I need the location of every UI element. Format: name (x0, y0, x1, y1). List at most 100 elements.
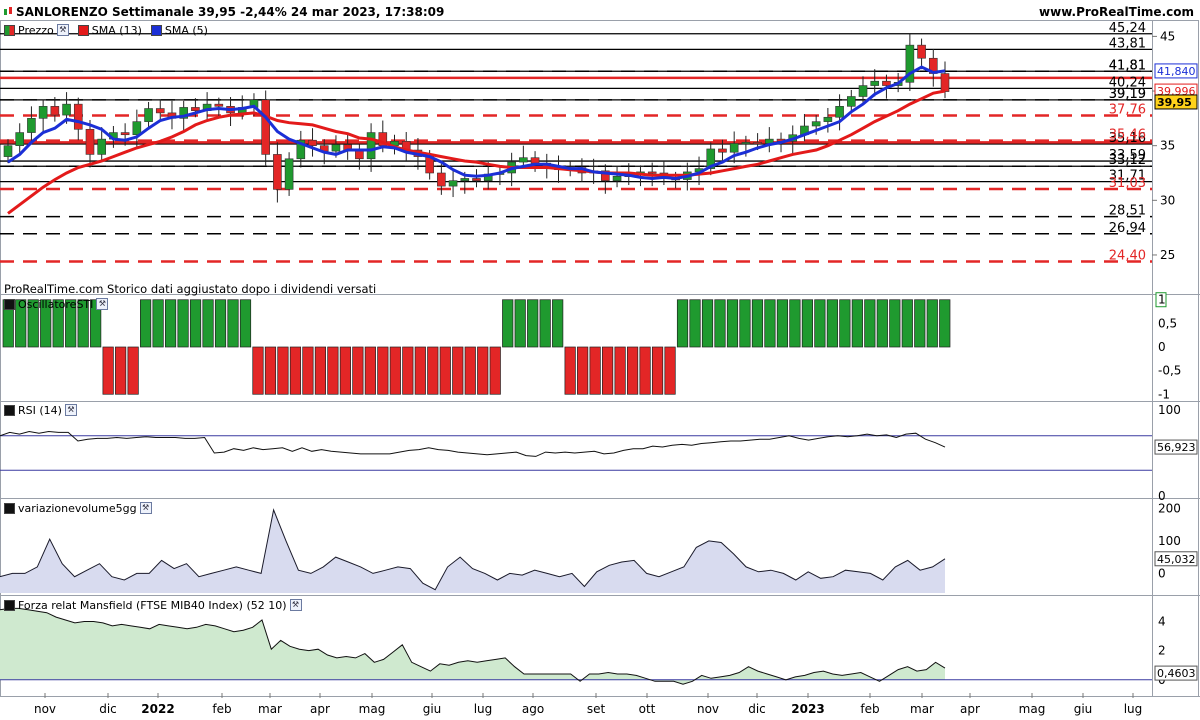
candle-body (155, 108, 165, 114)
candle-body (3, 145, 13, 157)
chart-type-icon[interactable] (3, 6, 13, 16)
sti-bar (814, 299, 826, 348)
sti-bar (427, 346, 439, 395)
x-axis-tick: apr (310, 702, 330, 716)
candle (308, 128, 317, 157)
price-legend[interactable]: Prezzo ⚒ SMA (13) SMA (5) (4, 23, 208, 37)
candle-body (940, 73, 950, 92)
sti-bar (377, 346, 389, 395)
sti-bar (65, 299, 77, 348)
level-label: 41,81 (1109, 58, 1146, 73)
current-price-label-box (1154, 94, 1198, 110)
sti-bar (602, 346, 614, 395)
sti-bar (826, 299, 838, 348)
x-axis-tick: giu (423, 702, 442, 716)
level-label: 37,76 (1109, 103, 1146, 118)
sti-bar (876, 299, 888, 348)
candle (261, 90, 270, 166)
x-axis-tick: feb (860, 702, 879, 716)
candle-body (366, 132, 376, 160)
sti-bar (664, 346, 676, 395)
wrench-icon[interactable]: ⚒ (96, 298, 109, 310)
candle (27, 106, 36, 144)
price-swatch-icon (4, 24, 15, 36)
sti-bar (577, 346, 589, 395)
level-label: 33,12 (1109, 153, 1146, 168)
level-label: 31,71 (1109, 169, 1146, 184)
sti-bar (614, 346, 626, 395)
sti-bar (202, 299, 214, 348)
sma5-line (7, 65, 946, 181)
candle-body (460, 178, 470, 181)
candle-body (273, 154, 282, 190)
sti-bar (639, 346, 651, 395)
brand-link[interactable]: www.ProRealTime.com (1039, 5, 1194, 19)
mansfield-legend[interactable]: Forza relat Mansfield (FTSE MIB40 Index)… (4, 598, 302, 612)
candle-body (530, 157, 540, 164)
volume-area (0, 509, 945, 593)
wrench-icon[interactable]: ⚒ (56, 24, 69, 36)
sti-bar (102, 346, 114, 395)
x-axis-tick: lug (474, 702, 493, 716)
level-label: 28,51 (1109, 204, 1146, 219)
volume-legend[interactable]: variazionevolume5gg ⚒ (4, 501, 152, 515)
candle-body (308, 139, 317, 146)
candle (85, 119, 95, 168)
sti-bar (926, 299, 938, 348)
sma5-legend-label: SMA (5) (164, 23, 208, 37)
candle (905, 33, 915, 92)
sti-bar (477, 346, 489, 395)
candle (401, 132, 411, 161)
sma13-legend-label: SMA (13) (91, 23, 142, 37)
sma5-swatch-icon (150, 24, 162, 36)
x-axis-tick: 2022 (141, 702, 174, 716)
sti-bar (776, 299, 789, 348)
candle-body (132, 121, 142, 136)
price-axis-tick: 25 (1160, 248, 1175, 262)
x-axis-tick: apr (960, 702, 980, 716)
sti-bar (552, 299, 564, 348)
mansfield-line (0, 607, 946, 685)
candle-body (179, 107, 188, 119)
wrench-icon[interactable]: ⚒ (289, 599, 302, 611)
volume-last-box (1154, 551, 1198, 567)
sti-bar (164, 299, 177, 348)
candle-body (718, 148, 727, 153)
wrench-icon[interactable]: ⚒ (64, 404, 77, 416)
candle-body (38, 106, 48, 119)
sti-bar (901, 299, 913, 348)
sti-bar (527, 299, 539, 348)
candle-body (917, 44, 926, 59)
price-axis-tick: 45 (1160, 29, 1175, 43)
sti-bar (52, 299, 64, 348)
candle (846, 89, 856, 113)
rsi-legend[interactable]: RSI (14) ⚒ (4, 403, 77, 417)
current-price-label: 39,95 (1157, 96, 1192, 109)
candle-body (647, 171, 657, 174)
sti-legend[interactable]: OscillatoreSTI ⚒ (4, 297, 109, 311)
level-label: 24,40 (1109, 249, 1146, 264)
candle-body (858, 85, 868, 97)
candle-body (437, 172, 446, 187)
candle-body (97, 138, 106, 155)
candle (858, 76, 868, 106)
sma5-last-label-box (1154, 63, 1198, 79)
sti-bar (77, 299, 89, 348)
candle (273, 142, 282, 203)
candle-body (261, 99, 270, 155)
candle-body (811, 121, 821, 127)
sti-bar (851, 299, 863, 348)
sti-bar (302, 346, 314, 395)
candle-body (144, 108, 153, 122)
chart-title: SANLORENZO Settimanale 39,95 -2,44% 24 m… (16, 5, 445, 19)
sti-bar (889, 299, 901, 348)
sti-bar (339, 346, 351, 395)
candle (870, 69, 880, 97)
x-axis-tick: giu (1074, 702, 1093, 716)
candle-body (846, 96, 856, 107)
candle (15, 123, 25, 155)
wrench-icon[interactable]: ⚒ (139, 502, 152, 514)
candle-body (870, 80, 880, 86)
sti-bar (389, 346, 401, 395)
